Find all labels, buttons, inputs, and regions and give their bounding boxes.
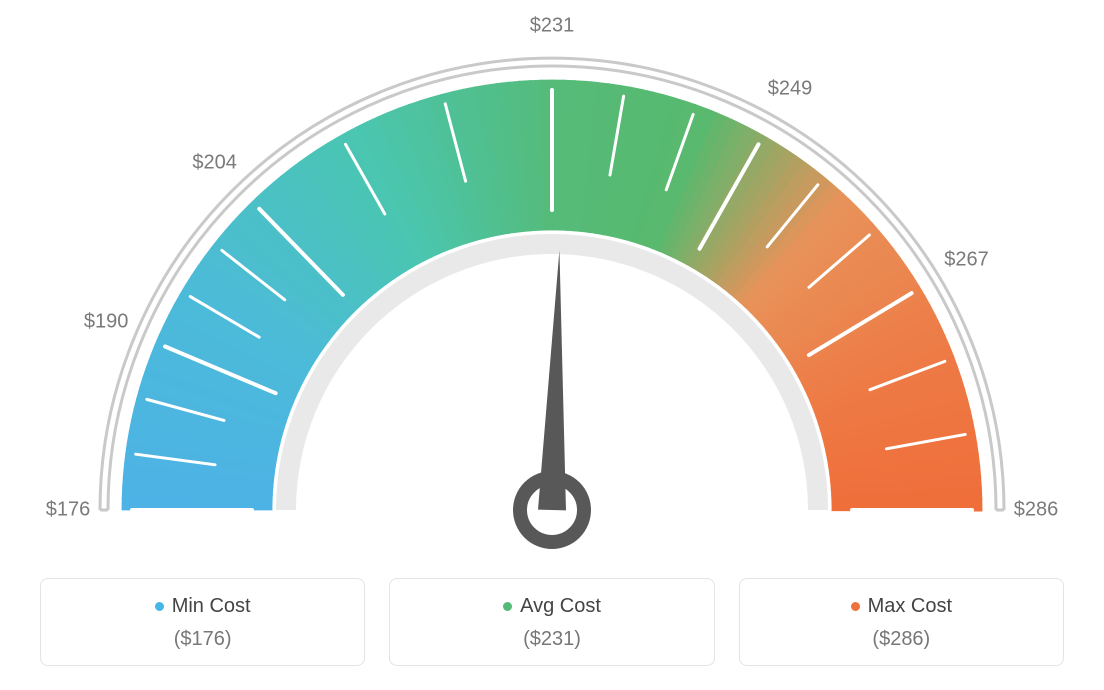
legend-avg-card: Avg Cost ($231): [389, 578, 714, 666]
dot-icon: [503, 602, 512, 611]
gauge-tick-label: $176: [46, 499, 91, 522]
legend-max-label: Max Cost: [851, 595, 952, 618]
legend-max-card: Max Cost ($286): [739, 578, 1064, 666]
dot-icon: [155, 602, 164, 611]
cost-gauge: $176 $190 $204 $231 $249 $267 $286: [0, 0, 1104, 560]
legend-min-label-text: Min Cost: [172, 595, 251, 618]
legend-max-value: ($286): [750, 628, 1053, 651]
gauge-tick-label: $190: [84, 310, 129, 333]
legend-min-card: Min Cost ($176): [40, 578, 365, 666]
legend-row: Min Cost ($176) Avg Cost ($231) Max Cost…: [40, 578, 1064, 666]
dot-icon: [851, 602, 860, 611]
gauge-tick-label: $267: [944, 249, 989, 272]
gauge-tick-label: $286: [1014, 499, 1059, 522]
gauge-tick-label: $231: [530, 15, 575, 38]
legend-min-value: ($176): [51, 628, 354, 651]
legend-avg-label: Avg Cost: [503, 595, 601, 618]
legend-min-label: Min Cost: [155, 595, 251, 618]
gauge-tick-label: $249: [768, 77, 813, 100]
gauge-tick-label: $204: [192, 151, 237, 174]
legend-max-label-text: Max Cost: [868, 595, 952, 618]
gauge-svg: [0, 0, 1104, 560]
legend-avg-value: ($231): [400, 628, 703, 651]
legend-avg-label-text: Avg Cost: [520, 595, 601, 618]
